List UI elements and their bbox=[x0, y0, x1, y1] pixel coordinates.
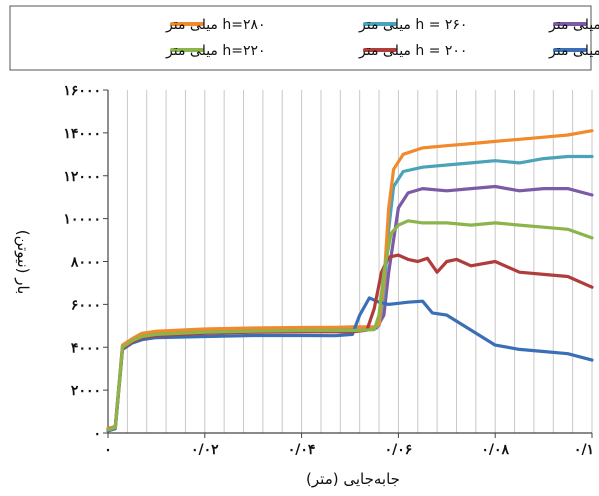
legend-label: h = ۱۸۰ میلی متر bbox=[548, 43, 599, 59]
axes bbox=[107, 90, 592, 434]
legend-label: h=۲۸۰ میلی متر bbox=[165, 17, 266, 33]
tick-labels: ۰ ۲۰۰۰ ۴۰۰۰ ۶۰۰۰ ۸۰۰۰ ۱۰۰۰۰ ۱۲۰۰۰ ۱۴۰۰۰ ۱۶۰۰۰ ۰ ۰/… bbox=[63, 83, 594, 458]
y-tick-label: ۰ bbox=[93, 426, 101, 442]
x-tick-label: ۰/۰۸ bbox=[481, 442, 509, 458]
y-axis-label: بار (نیوتن) bbox=[14, 230, 32, 295]
x-tick-label: ۰/۰۴ bbox=[288, 442, 316, 458]
legend-label: h = ۲۰۰ میلی متر bbox=[358, 43, 467, 59]
x-tick-label: ۰/۱ bbox=[574, 442, 594, 458]
y-tick-label: ۲۰۰۰ bbox=[71, 383, 101, 399]
legend-box bbox=[9, 5, 592, 71]
y-tick-label: ۱۰۰۰۰ bbox=[63, 212, 101, 228]
x-tick-label: ۰/۰۶ bbox=[385, 442, 413, 458]
legend-label: h=۲۲۰ میلی متر bbox=[165, 43, 266, 59]
y-tick-label: ۱۴۰۰۰ bbox=[63, 126, 101, 142]
legend: h = ۲۴۰ میلی متر h = ۲۶۰ میلی متر h=۲۸۰ می… bbox=[9, 5, 599, 71]
series-line-6 bbox=[106, 219, 594, 432]
legend-label: h = ۲۴۰ میلی متر bbox=[548, 17, 599, 33]
y-tick-label: ۴۰۰۰ bbox=[71, 340, 101, 356]
x-tick-label: ۰ bbox=[104, 442, 112, 458]
series-line-3 bbox=[106, 129, 594, 431]
series-line-1 bbox=[106, 184, 594, 431]
series-line-5 bbox=[106, 253, 594, 432]
series-lines bbox=[106, 129, 594, 433]
y-tick-label: ۱۶۰۰۰ bbox=[63, 83, 101, 99]
x-axis-label: جابه‌جایی (متر) bbox=[306, 470, 400, 488]
series-line-4 bbox=[106, 296, 594, 433]
series-line-2 bbox=[106, 154, 594, 431]
legend-label: h = ۲۶۰ میلی متر bbox=[358, 17, 467, 33]
y-tick-label: ۸۰۰۰ bbox=[70, 255, 101, 271]
grid bbox=[126, 90, 593, 433]
x-tick-label: ۰/۰۲ bbox=[191, 442, 219, 458]
y-tick-label: ۱۲۰۰۰ bbox=[63, 169, 101, 185]
y-tick-label: ۶۰۰۰ bbox=[71, 297, 101, 313]
